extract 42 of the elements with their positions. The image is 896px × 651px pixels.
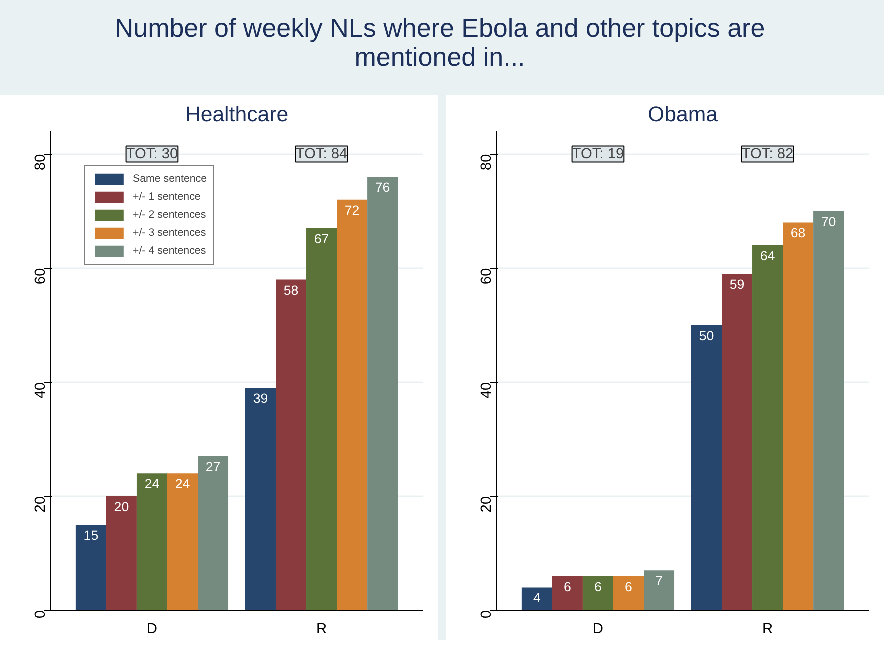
data-label: 24 — [175, 476, 191, 492]
data-label: 6 — [564, 579, 572, 594]
x-tick-label: D — [592, 622, 604, 638]
y-tick-label: 0 — [479, 610, 495, 619]
y-tick-label: 20 — [479, 496, 495, 513]
data-label: 68 — [790, 226, 806, 241]
data-label: 67 — [314, 231, 330, 246]
y-tick-label: 80 — [33, 154, 49, 171]
y-tick-label: 40 — [479, 382, 495, 399]
data-label: 27 — [206, 460, 221, 475]
data-label: 4 — [533, 590, 542, 606]
data-label: 64 — [760, 248, 776, 264]
y-tick-label: 60 — [33, 268, 49, 285]
legend-label: +/- 4 sentences — [133, 245, 206, 257]
data-label: 72 — [344, 202, 360, 218]
legend-label: +/- 1 sentence — [133, 191, 201, 203]
y-tick-label: 0 — [33, 610, 49, 619]
data-label: 6 — [594, 579, 602, 594]
data-label: 76 — [375, 180, 390, 196]
data-label: 6 — [625, 579, 632, 594]
y-tick-label: 20 — [33, 496, 49, 513]
x-tick-label: D — [146, 622, 158, 638]
data-label: 50 — [699, 328, 714, 344]
legend-label: Same sentence — [133, 173, 208, 185]
data-label: 15 — [84, 528, 99, 543]
x-tick-label: R — [762, 622, 774, 638]
data-label: 39 — [253, 391, 268, 406]
data-label: 58 — [284, 282, 299, 298]
legend-label: +/- 2 sentences — [133, 209, 206, 221]
chart-subtitle: Healthcare — [185, 102, 289, 126]
y-tick-label: 60 — [479, 268, 495, 285]
y-tick-label: 80 — [479, 154, 495, 171]
y-tick-label: 40 — [33, 382, 49, 399]
data-label: 70 — [821, 214, 836, 230]
chart-subtitle: Obama — [648, 102, 718, 126]
legend-label: +/- 3 sentences — [133, 227, 206, 239]
data-label: 59 — [730, 277, 745, 292]
data-label: 7 — [656, 574, 663, 589]
x-tick-label: R — [316, 622, 328, 638]
data-label: 20 — [114, 499, 130, 514]
data-label: 24 — [144, 476, 160, 492]
chart-title: Number of weekly NLs where Ebola and other topics are mentioned in... — [114, 13, 766, 72]
